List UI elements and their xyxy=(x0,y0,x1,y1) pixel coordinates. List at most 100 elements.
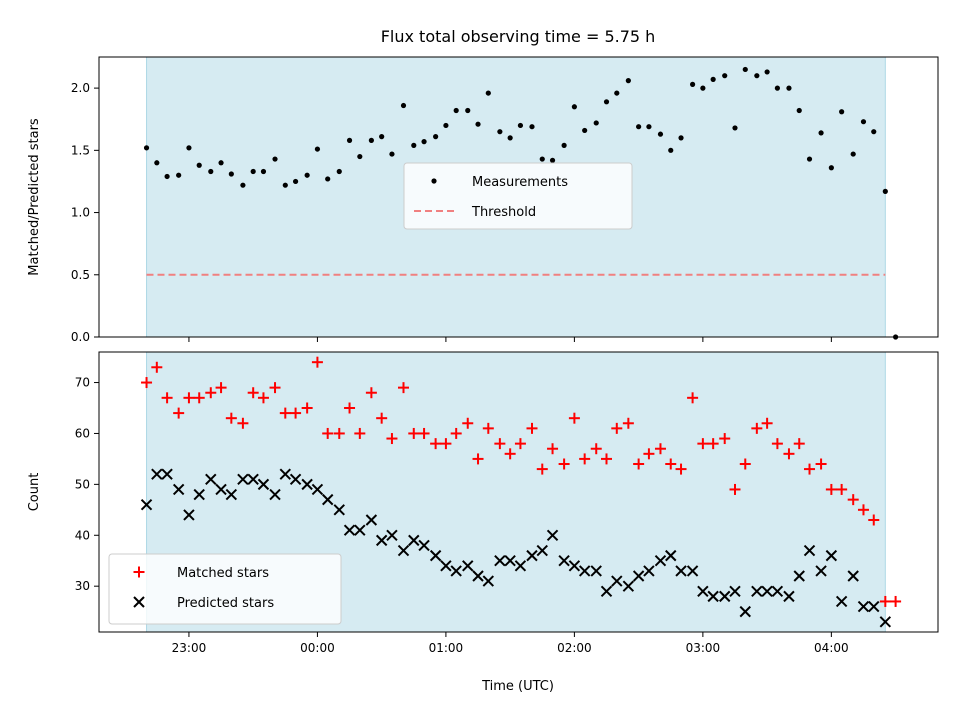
data-point xyxy=(793,438,805,450)
data-point xyxy=(665,549,677,562)
data-point xyxy=(571,104,577,110)
data-point xyxy=(825,549,838,562)
data-point-stroke xyxy=(279,468,292,480)
data-point xyxy=(321,493,334,506)
data-point-stroke xyxy=(815,565,827,577)
data-point-stroke xyxy=(504,555,516,567)
data-point-stroke xyxy=(643,565,655,577)
data-point-stroke xyxy=(803,544,816,557)
data-point xyxy=(354,427,366,439)
data-point xyxy=(611,422,623,434)
data-point-stroke xyxy=(237,473,249,485)
data-point xyxy=(751,585,763,597)
legend-entry: Matched stars xyxy=(133,566,269,581)
data-point-stroke xyxy=(654,555,667,567)
data-point xyxy=(462,560,474,572)
data-point-stroke xyxy=(751,585,763,597)
data-point xyxy=(879,616,892,628)
data-point xyxy=(218,160,224,166)
data-point xyxy=(868,600,880,613)
data-point-stroke xyxy=(269,488,281,501)
data-point xyxy=(196,162,202,168)
y-tick-label: 1.0 xyxy=(71,206,90,220)
bottom-panel-y-axis-title: Count xyxy=(27,473,42,512)
data-point xyxy=(282,182,288,188)
data-point xyxy=(803,544,816,557)
data-point-stroke xyxy=(365,514,378,526)
series-measurements xyxy=(143,66,899,340)
data-point xyxy=(450,565,462,577)
data-point-stroke xyxy=(697,585,709,597)
data-point xyxy=(346,137,353,143)
data-point xyxy=(561,142,567,148)
data-point xyxy=(411,142,417,148)
data-point xyxy=(739,605,751,618)
data-point-stroke xyxy=(868,600,880,613)
data-point xyxy=(440,438,452,450)
data-point xyxy=(301,402,313,414)
data-point xyxy=(482,422,494,434)
data-point xyxy=(549,157,556,163)
data-point xyxy=(386,433,398,445)
data-point xyxy=(529,124,535,130)
data-point-stroke xyxy=(408,534,420,547)
data-point xyxy=(707,438,719,450)
data-point xyxy=(579,453,591,465)
data-point-stroke xyxy=(739,605,751,618)
data-point xyxy=(601,453,613,465)
data-point xyxy=(431,178,437,184)
data-point xyxy=(754,73,760,79)
legend: Measurements Threshold xyxy=(403,162,633,230)
legend-label: Predicted stars xyxy=(177,596,274,611)
data-point xyxy=(354,524,366,536)
data-point-stroke xyxy=(333,504,345,516)
data-point xyxy=(161,392,173,404)
data-point xyxy=(646,124,652,130)
data-point xyxy=(247,473,259,485)
data-point xyxy=(547,443,559,455)
data-point-stroke xyxy=(514,560,527,572)
data-point xyxy=(257,392,269,404)
data-point xyxy=(611,575,623,587)
data-point xyxy=(472,570,484,582)
data-point xyxy=(304,172,310,178)
y-tick-label: 2.0 xyxy=(71,81,90,95)
data-point xyxy=(729,483,741,495)
data-point-stroke xyxy=(301,478,313,491)
data-point xyxy=(215,483,227,496)
data-point xyxy=(494,438,506,450)
data-point-stroke xyxy=(133,596,145,608)
data-point xyxy=(710,76,716,82)
data-point xyxy=(154,160,160,166)
data-point xyxy=(742,66,748,73)
data-point xyxy=(408,534,420,547)
data-point xyxy=(678,135,684,141)
data-point-stroke xyxy=(632,570,645,582)
x-tick-label: 00:00 xyxy=(300,641,335,655)
data-point xyxy=(732,125,738,131)
data-point xyxy=(686,565,699,577)
data-point xyxy=(322,427,334,439)
data-point xyxy=(719,433,731,445)
data-point xyxy=(504,555,516,567)
data-point xyxy=(164,173,170,180)
x-tick-label: 03:00 xyxy=(686,641,721,655)
data-point xyxy=(689,81,696,87)
data-point xyxy=(761,585,773,597)
data-point xyxy=(247,387,259,399)
data-point xyxy=(386,529,398,541)
x-tick-label: 23:00 xyxy=(172,641,207,655)
data-point xyxy=(632,570,645,582)
data-point xyxy=(376,412,388,424)
data-point xyxy=(225,412,237,424)
x-tick-label: 02:00 xyxy=(557,641,592,655)
data-point xyxy=(643,565,655,577)
top-panel-y-axis-title: Matched/Predicted stars xyxy=(27,118,42,276)
data-point xyxy=(183,509,195,521)
data-point xyxy=(707,590,719,603)
data-point xyxy=(133,596,145,608)
data-point-stroke xyxy=(375,534,388,547)
data-point xyxy=(614,90,620,96)
data-point xyxy=(857,600,870,613)
